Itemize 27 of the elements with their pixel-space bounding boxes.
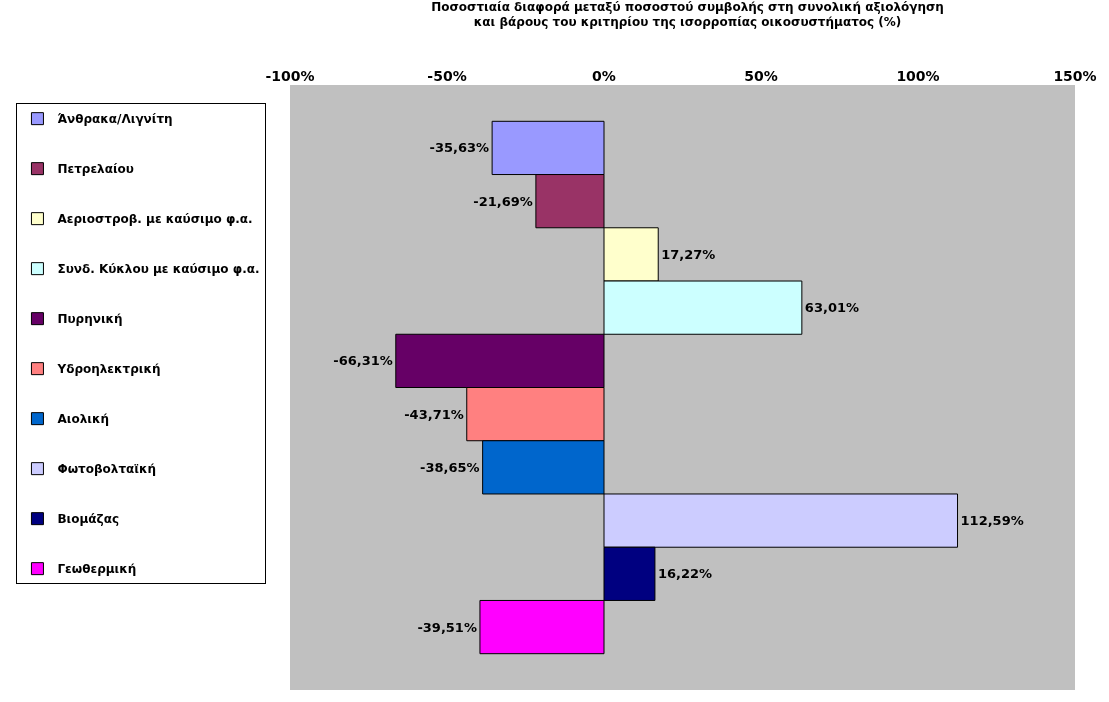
legend-label: Βιομάζας xyxy=(57,512,120,527)
chart-title: Ποσοστιαία διαφορά μεταξύ ποσοστού συμβολής στη συνολική αξιολόγηση και βάρους του κριτηρίου της ισορροπίας οικοσυστήματος (%) xyxy=(431,0,944,30)
data-label: -35,63% xyxy=(429,140,490,156)
legend-label: Πετρελαίου xyxy=(57,162,134,177)
data-label: -38,65% xyxy=(420,459,480,475)
legend-label: Συνδ. Κύκλου με καύσιμο φ.α. xyxy=(57,262,260,277)
data-label: 63,01% xyxy=(804,300,860,316)
legend-label: Υδροηλεκτρική xyxy=(56,362,161,377)
x-tick-label: 50% xyxy=(744,68,778,85)
data-label: 112,59% xyxy=(960,513,1024,529)
data-label: 17,27% xyxy=(661,246,716,262)
data-label: 16,22% xyxy=(657,566,713,582)
legend-label: Γεωθερμική xyxy=(57,562,137,577)
data-label: -66,31% xyxy=(333,353,393,369)
x-tick-label: -50% xyxy=(427,68,467,85)
data-label: -21,69% xyxy=(473,193,533,209)
legend-label: Φωτοβολταϊκή xyxy=(57,462,157,477)
x-tick-label: 150% xyxy=(1053,68,1097,85)
legend-label: Πυρηνική xyxy=(57,312,123,327)
x-tick-label: -100% xyxy=(265,68,315,85)
legend-label: Άνθρακα/Λιγνίτη xyxy=(57,112,173,127)
data-label: -43,71% xyxy=(404,406,464,422)
x-tick-label: 100% xyxy=(896,68,940,85)
x-tick-label: 0% xyxy=(592,68,616,85)
legend-label: Αεριοστροβ. με καύσιμο φ.α. xyxy=(57,212,253,227)
data-label: -39,51% xyxy=(417,619,477,635)
legend-label: Αιολική xyxy=(57,412,109,427)
